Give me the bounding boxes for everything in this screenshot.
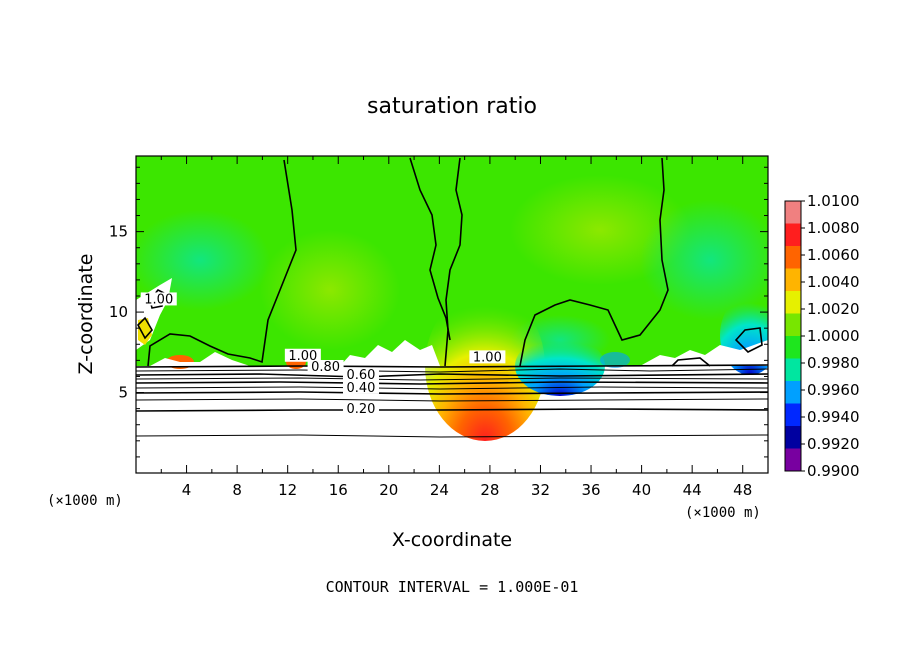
- x-tick-label: 16: [329, 481, 348, 499]
- y-tick-label: 15: [109, 223, 128, 241]
- x-tick-label: 28: [480, 481, 499, 499]
- colorbar-label: 0.9960: [807, 381, 860, 399]
- colorbar-swatch: [785, 201, 801, 224]
- colorbar-swatch: [785, 223, 801, 247]
- x-tick-label: 36: [581, 481, 600, 499]
- contour-label-bg: [342, 380, 379, 394]
- x-tick-label: 4: [182, 481, 192, 499]
- colorbar-swatch: [785, 381, 801, 404]
- contour-labels: 1.000.800.600.400.201.001.00: [140, 292, 506, 417]
- colorbar: 1.0100 1.0080 1.0060 1.0040 1.0020 1.0000 0.99…: [784, 192, 860, 480]
- contour-label: 1.00: [144, 292, 173, 307]
- colorbar-label: 1.0080: [807, 219, 860, 237]
- contour-label: 1.00: [288, 349, 317, 364]
- colorbar-label: 0.9920: [807, 435, 860, 453]
- colorbar-label: 1.0000: [807, 327, 860, 345]
- field-patch-cyan: [640, 200, 768, 320]
- inversion-notches: [340, 340, 440, 366]
- y-axis: 5 10 15: [109, 166, 768, 458]
- x-unit-label-left: (×1000 m): [47, 493, 123, 509]
- colorbar-swatch: [785, 246, 801, 269]
- contour-label-bg: [140, 292, 177, 306]
- x-unit-label-right: (×1000 m): [685, 505, 761, 521]
- colorbar-swatch: [785, 291, 801, 314]
- plot-frame: [135, 155, 769, 474]
- colorbar-label: 1.0060: [807, 246, 860, 264]
- contour-label: 1.00: [473, 350, 502, 365]
- contour-lines: [137, 157, 763, 367]
- y-tick-label: 10: [109, 303, 128, 321]
- contour-label: 0.40: [347, 381, 376, 396]
- plot-area: [136, 156, 768, 473]
- contour-label-bg: [342, 401, 379, 415]
- colorbar-label: 0.9980: [807, 354, 860, 372]
- contour-label: 0.60: [347, 368, 376, 383]
- contour-label-bg: [284, 348, 321, 362]
- contour-label: 0.20: [347, 402, 376, 417]
- x-tick-label: 24: [430, 481, 449, 499]
- y-axis-label: Z-coordinate: [75, 254, 97, 375]
- colorbar-swatch: [785, 336, 801, 359]
- inversion-notches: [640, 340, 768, 366]
- colorbar-label: 1.0020: [807, 300, 860, 318]
- contour-label-bg: [469, 350, 506, 364]
- colorbar-swatch: [785, 426, 801, 449]
- x-tick-label: 8: [232, 481, 242, 499]
- contour-label-bg: [342, 368, 379, 382]
- field-patch-light: [260, 230, 400, 350]
- colorbar-label: 0.9900: [807, 462, 860, 480]
- chart-title: saturation ratio: [367, 94, 537, 119]
- x-axis-label: X-coordinate: [392, 529, 512, 551]
- contour-label: 0.80: [311, 360, 340, 375]
- inversion-notches: [150, 352, 250, 366]
- colorbar-swatch: [785, 448, 801, 472]
- x-tick-label: 40: [632, 481, 651, 499]
- x-tick-label: 48: [733, 481, 752, 499]
- colorbar-swatch: [785, 268, 801, 292]
- y-tick-label: 5: [118, 384, 128, 402]
- colorbar-swatch: [785, 358, 801, 382]
- x-tick-label: 12: [278, 481, 297, 499]
- stratified-contours: [136, 364, 768, 438]
- contour-label-bg: [307, 360, 344, 374]
- x-tick-label: 20: [379, 481, 398, 499]
- contour-interval-note: CONTOUR INTERVAL = 1.000E-01: [326, 578, 579, 596]
- x-axis: 4 8 12 16 20 24 28 32 36 40 44 48: [160, 156, 752, 499]
- x-tick-label: 44: [683, 481, 702, 499]
- colorbar-swatch: [785, 403, 801, 427]
- colorbar-label: 1.0040: [807, 273, 860, 291]
- colorbar-label: 0.9940: [807, 408, 860, 426]
- colorbar-label: 1.0100: [807, 192, 860, 210]
- colorbar-swatch: [785, 313, 801, 337]
- x-tick-label: 32: [531, 481, 550, 499]
- cool-plume: [600, 352, 630, 368]
